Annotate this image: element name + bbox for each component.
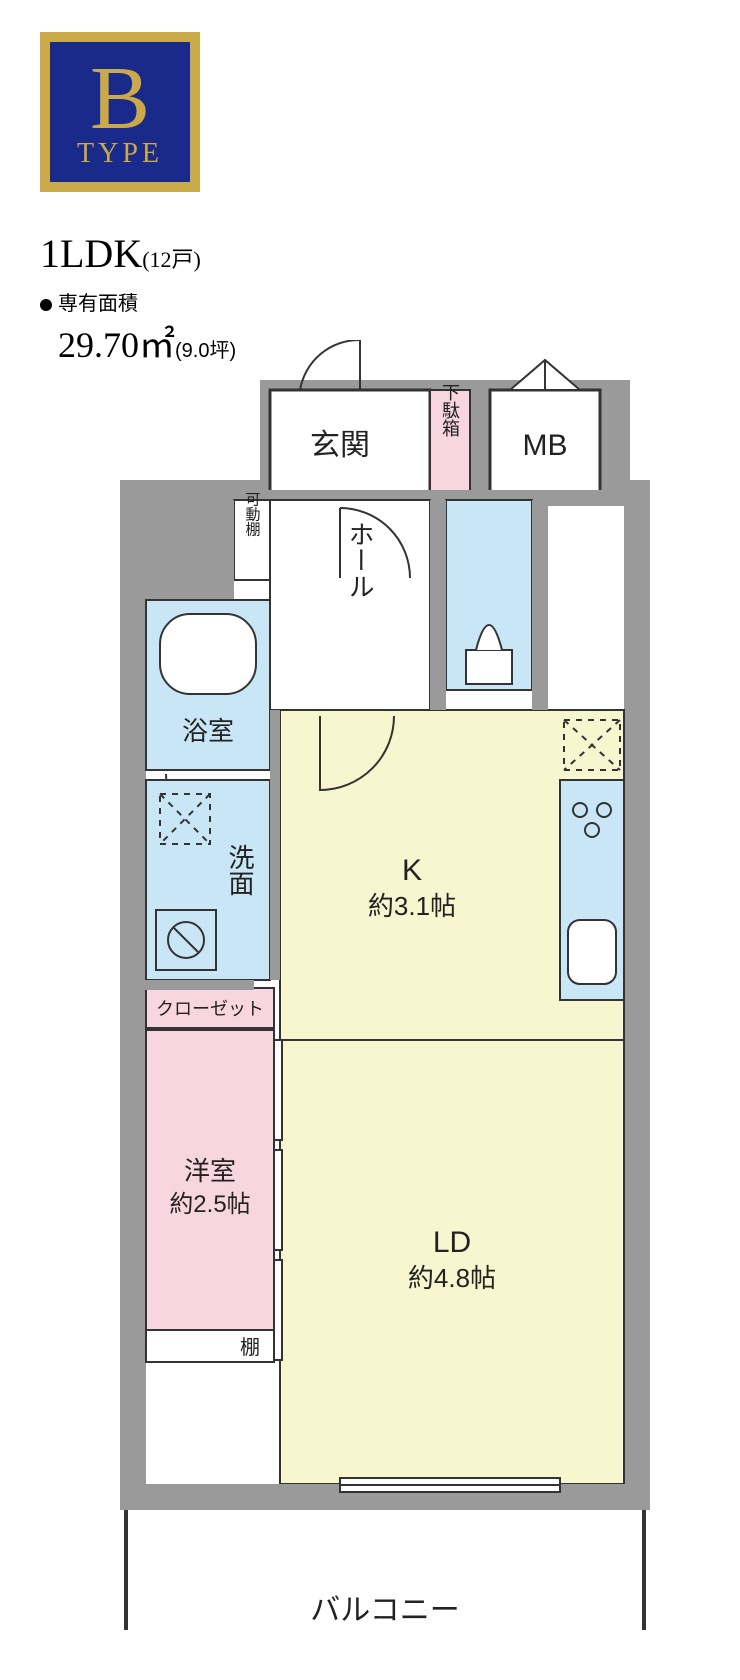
bullet-icon <box>40 299 52 311</box>
area-label: 専有面積 <box>58 293 138 315</box>
type-letter: B <box>90 54 150 144</box>
layout-main: 1LDK <box>40 231 142 276</box>
svg-text:LD: LD <box>433 1226 471 1259</box>
svg-text:約3.1帖: 約3.1帖 <box>368 891 456 921</box>
type-word: TYPE <box>77 138 163 170</box>
svg-text:洗面: 洗面 <box>225 844 255 896</box>
type-badge: B TYPE <box>40 32 200 192</box>
svg-text:バルコニー: バルコニー <box>310 1594 459 1627</box>
svg-text:MB: MB <box>523 429 568 462</box>
svg-text:浴室: 浴室 <box>182 716 234 746</box>
svg-text:棚: 棚 <box>240 1336 260 1359</box>
svg-text:ホール: ホール <box>345 521 375 599</box>
layout-units: (12戸) <box>142 247 201 272</box>
svg-text:約4.8帖: 約4.8帖 <box>408 1263 496 1293</box>
svg-text:可動棚: 可動棚 <box>244 492 261 537</box>
area-label-line: 専有面積 <box>40 287 236 316</box>
svg-text:クローゼット: クローゼット <box>156 999 264 1019</box>
svg-text:約2.5帖: 約2.5帖 <box>169 1191 250 1218</box>
floor-plan: MB 玄関 下駄箱ホール 可動棚浴室洗面 K 約3.1帖 LD 約4.8帖 クローゼット洋室約2… <box>120 340 650 1630</box>
svg-text:K: K <box>402 854 422 887</box>
svg-text:下駄箱: 下駄箱 <box>440 383 460 437</box>
layout-line: 1LDK(12戸) <box>40 230 236 277</box>
svg-text:玄関: 玄関 <box>310 429 370 462</box>
svg-text:洋室: 洋室 <box>184 1156 236 1186</box>
